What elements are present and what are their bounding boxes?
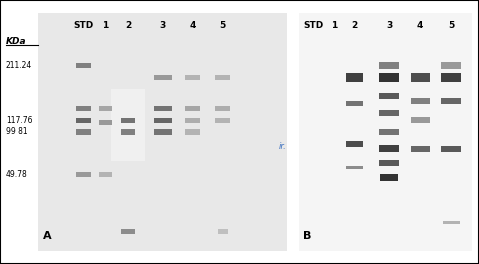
Text: 5: 5 xyxy=(448,21,454,30)
Text: 49.78: 49.78 xyxy=(6,170,28,179)
Text: KDa: KDa xyxy=(6,37,26,46)
Bar xyxy=(346,141,363,147)
Text: 1: 1 xyxy=(331,21,337,30)
Bar xyxy=(76,117,91,123)
Bar xyxy=(76,106,91,111)
Bar xyxy=(411,146,430,152)
Bar xyxy=(215,106,230,111)
Bar xyxy=(154,75,171,80)
Text: 117.76: 117.76 xyxy=(6,116,33,125)
Bar xyxy=(217,229,228,234)
Text: 4: 4 xyxy=(417,21,423,30)
Bar xyxy=(411,98,430,104)
Bar xyxy=(154,129,171,135)
Text: B: B xyxy=(303,231,311,241)
Bar xyxy=(379,62,399,69)
Bar xyxy=(441,62,461,69)
Text: 2: 2 xyxy=(125,21,131,30)
Text: ir.: ir. xyxy=(279,142,286,151)
Bar xyxy=(215,117,230,123)
Text: 3: 3 xyxy=(160,21,166,30)
Bar xyxy=(379,110,399,116)
Bar xyxy=(215,75,230,80)
Text: 4: 4 xyxy=(190,21,196,30)
Bar xyxy=(76,172,91,177)
Text: 2: 2 xyxy=(352,21,358,30)
Bar xyxy=(441,98,461,104)
Bar xyxy=(121,229,136,234)
Bar xyxy=(111,89,146,161)
Text: STD: STD xyxy=(73,21,93,30)
Bar xyxy=(380,174,398,181)
Bar xyxy=(185,75,200,80)
Bar xyxy=(185,106,200,111)
Bar xyxy=(379,73,399,82)
Text: 1: 1 xyxy=(103,21,109,30)
Bar xyxy=(346,101,363,106)
Bar xyxy=(121,129,136,135)
Bar xyxy=(346,73,363,82)
Bar xyxy=(154,117,171,123)
Text: STD: STD xyxy=(303,21,323,30)
Bar xyxy=(411,73,430,82)
Bar xyxy=(76,63,91,68)
Bar xyxy=(346,166,363,169)
Bar xyxy=(441,73,461,82)
Bar xyxy=(441,146,461,152)
Text: A: A xyxy=(43,231,52,241)
Text: 99 81: 99 81 xyxy=(6,128,28,136)
Text: 3: 3 xyxy=(386,21,392,30)
Bar xyxy=(121,117,136,123)
Bar xyxy=(379,145,399,152)
Bar xyxy=(379,129,399,135)
Bar xyxy=(379,93,399,99)
Bar xyxy=(379,160,399,166)
Text: 211.24: 211.24 xyxy=(6,61,32,70)
Bar xyxy=(99,106,112,111)
Bar xyxy=(154,106,171,111)
Bar xyxy=(185,129,200,135)
Bar xyxy=(411,117,430,123)
Text: 5: 5 xyxy=(219,21,226,30)
Bar xyxy=(99,120,112,125)
Bar xyxy=(99,172,112,177)
Bar xyxy=(76,129,91,135)
Bar xyxy=(185,117,200,123)
Bar xyxy=(443,220,460,224)
